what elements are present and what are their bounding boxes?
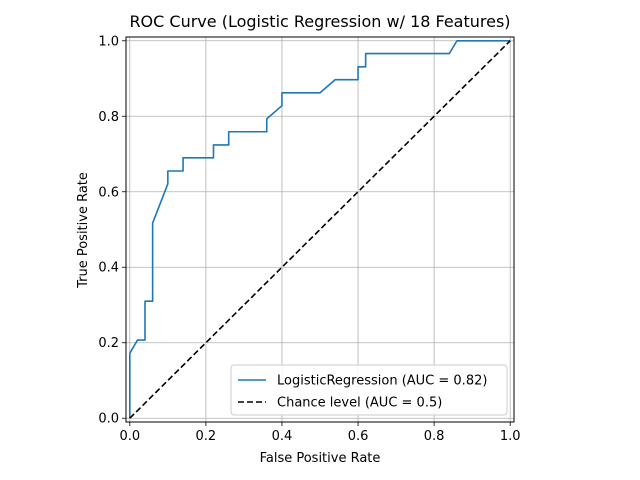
y-tick-label: 0.6 [98,185,119,200]
plot-area [129,39,511,419]
x-tick-label: 0.6 [348,429,369,444]
x-tick-label: 1.0 [500,429,521,444]
x-axis-ticks: 0.0 0.2 0.4 0.6 0.8 1.0 [119,422,521,444]
legend-label: Chance level (AUC = 0.5) [277,396,442,411]
axes-frame [125,36,515,423]
legend: LogisticRegression (AUC = 0.82) Chance le… [230,364,508,416]
roc-curve-line [129,39,511,419]
x-tick-label: 0.4 [272,429,293,444]
y-tick-label: 0.4 [98,261,119,276]
y-tick-label: 1.0 [98,34,119,49]
y-tick-label: 0.8 [98,110,119,125]
y-axis-label: True Positive Rate [76,172,91,289]
y-axis-ticks: 0.0 0.2 0.4 0.6 0.8 1.0 [98,34,126,427]
legend-label: LogisticRegression (AUC = 0.82) [277,374,487,389]
x-tick-label: 0.8 [424,429,445,444]
x-tick-label: 0.2 [196,429,217,444]
chart-title: ROC Curve (Logistic Regression w/ 18 Fea… [129,12,510,31]
legend-box [230,364,508,416]
chance-level-line [129,40,511,419]
y-tick-label: 0.0 [98,412,119,427]
y-tick-label: 0.2 [98,336,119,351]
x-tick-label: 0.0 [119,429,140,444]
x-axis-label: False Positive Rate [260,451,381,466]
